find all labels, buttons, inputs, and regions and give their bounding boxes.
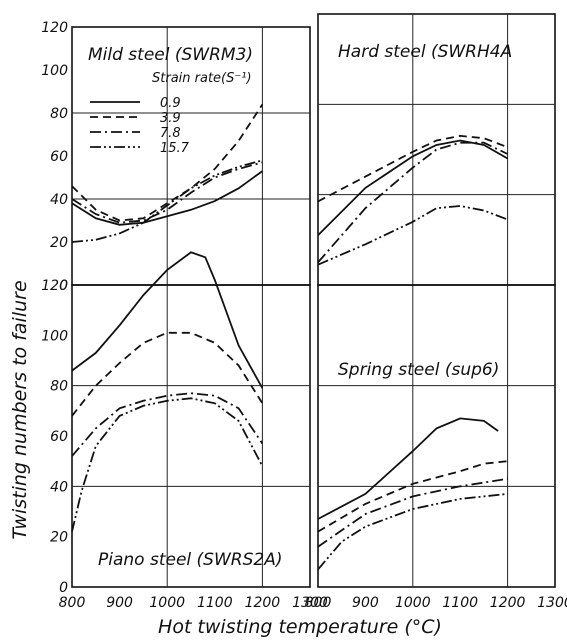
y-tick-label: 120 (41, 20, 68, 36)
panel-frame (71, 284, 311, 588)
x-tick-label: 1300 (292, 595, 328, 611)
x-tick-label: 800 (59, 595, 86, 611)
panel-title: Mild steel (SWRM3) (88, 45, 253, 65)
series-line-0.9 (71, 251, 264, 389)
y-axis-label: Twisting numbers to failure (9, 280, 31, 539)
series-line-7.8 (71, 392, 264, 457)
series-line-0.9 (317, 417, 499, 520)
x-tick-label: 800 (305, 595, 332, 611)
x-tick-label: 900 (106, 595, 133, 611)
x-tick-label: 1200 (490, 595, 526, 611)
y-tick-label: 60 (50, 429, 68, 445)
legend-label: 3.9 (160, 111, 181, 126)
x-tick-label: 900 (352, 595, 379, 611)
panel-2: Hard steel (SWRH4A (317, 13, 556, 286)
series-line-3.9 (317, 460, 508, 533)
series-line-15.7 (71, 159, 263, 243)
panel-3: Piano steel (SWRS2A) (71, 251, 311, 588)
y-tick-label: 40 (50, 192, 68, 208)
panel-1: Mild steel (SWRM3) (71, 26, 311, 286)
series-line-3.9 (71, 331, 264, 417)
y-tick-label: 0 (59, 580, 68, 596)
panel-title: Piano steel (SWRS2A) (98, 550, 282, 570)
legend-label: 15.7 (160, 141, 190, 156)
y-tick-label: 120 (41, 278, 68, 294)
series-line-7.8 (71, 161, 263, 224)
panel-title: Hard steel (SWRH4A (338, 42, 512, 62)
series-line-0.9 (71, 170, 263, 226)
panel-frame (317, 284, 556, 588)
y-tick-label: 20 (50, 235, 68, 251)
series-line-15.7 (317, 493, 508, 570)
series-line-15.7 (317, 205, 508, 266)
y-tick-label: 20 (50, 530, 68, 546)
y-tick-label: 100 (41, 328, 68, 344)
panel-frame (71, 26, 311, 286)
legend-label: 7.8 (160, 126, 181, 141)
x-tick-label: 1100 (442, 595, 478, 611)
x-tick-label: 1100 (197, 595, 233, 611)
y-tick-label: 60 (50, 149, 68, 165)
series-line-15.7 (71, 397, 264, 532)
panel-title: Spring steel (sup6) (338, 360, 499, 380)
series-line-7.8 (317, 141, 508, 263)
x-axis-label: Hot twisting temperature (°C) (158, 616, 442, 638)
x-tick-label: 1300 (537, 595, 567, 611)
y-tick-label: 40 (50, 479, 68, 495)
series-line-3.9 (71, 103, 264, 222)
x-tick-label: 1200 (245, 595, 281, 611)
series-line-3.9 (317, 134, 508, 203)
y-tick-label: 100 (41, 63, 68, 79)
series-line-7.8 (317, 477, 508, 548)
y-tick-label: 80 (50, 379, 68, 395)
x-tick-label: 1000 (149, 595, 185, 611)
panel-4: Spring steel (sup6) (317, 284, 556, 588)
legend-label: 0.9 (160, 96, 181, 111)
legend-title: Strain rate(S⁻¹) (152, 71, 252, 86)
y-tick-label: 80 (50, 106, 68, 122)
series-line-0.9 (317, 139, 509, 236)
x-tick-label: 1000 (395, 595, 431, 611)
y-tick-label: 0 (59, 278, 68, 294)
